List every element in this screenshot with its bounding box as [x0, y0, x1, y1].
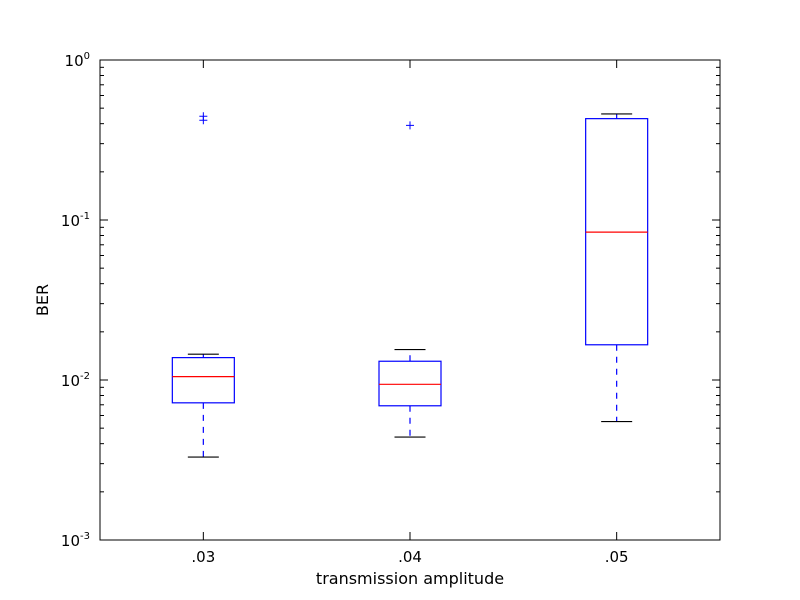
y-tick-label: 10-3	[61, 531, 90, 550]
axis-ticks	[100, 59, 720, 541]
y-tick-label: 10-1	[61, 211, 90, 230]
x-tick-label: .04	[398, 548, 422, 566]
outlier-marker	[406, 121, 414, 130]
boxes	[171, 112, 649, 458]
box-group	[585, 113, 649, 423]
tick-labels: 10-3 10-2 10-1 100 .03 .04 .05	[61, 51, 629, 566]
y-tick-label: 10-2	[61, 371, 90, 390]
box-iqr	[378, 360, 442, 407]
y-tick-label: 100	[65, 51, 90, 70]
outlier-marker	[199, 112, 208, 121]
x-tick-label: .03	[191, 548, 215, 566]
x-tick-label: .05	[605, 548, 629, 566]
plot-area	[99, 59, 721, 541]
box-group	[171, 112, 235, 458]
y-axis-label: BER	[33, 284, 52, 316]
box-iqr	[171, 357, 235, 404]
x-axis-label: transmission amplitude	[316, 569, 504, 588]
box-group	[378, 121, 442, 438]
